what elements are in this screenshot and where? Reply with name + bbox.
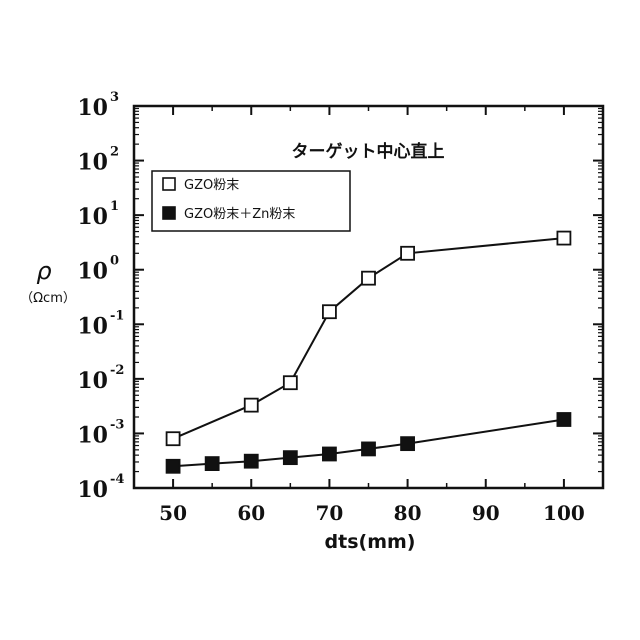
- x-tick-label: 70: [315, 501, 343, 525]
- y-tick-label: 10: [77, 204, 108, 230]
- y-tick-label: 10: [77, 150, 108, 176]
- y-tick-exponent: -4: [110, 472, 124, 487]
- legend: GZO粉末 GZO粉末＋Zn粉末: [152, 171, 350, 231]
- data-point-open: [557, 232, 570, 245]
- y-tick-exponent: -3: [110, 417, 124, 432]
- y-tick-exponent: -1: [110, 308, 124, 323]
- data-point-open: [323, 305, 336, 318]
- x-tick-label: 80: [394, 501, 422, 525]
- x-tick-label: 60: [237, 501, 265, 525]
- data-point-filled: [557, 413, 570, 426]
- legend-box: [152, 171, 350, 231]
- legend-marker-open-square: [163, 178, 175, 190]
- y-tick-label: 10: [77, 259, 108, 285]
- data-point-filled: [206, 457, 219, 470]
- x-tick-label: 90: [472, 501, 500, 525]
- y-tick-label: 10: [77, 95, 108, 121]
- chart-annotation: ターゲット中心直上: [292, 141, 445, 162]
- y-tick-exponent: 3: [110, 90, 119, 105]
- data-point-open: [362, 272, 375, 285]
- legend-label-gzo-zn: GZO粉末＋Zn粉末: [184, 207, 295, 222]
- y-tick-label: 10: [77, 477, 108, 503]
- data-point-open: [284, 376, 297, 389]
- y-axis-unit: （Ωcm）: [20, 291, 76, 306]
- y-tick-exponent: -2: [110, 363, 124, 378]
- x-tick-label: 100: [543, 501, 585, 525]
- x-axis-title: dts(mm): [325, 531, 416, 553]
- x-tick-label: 50: [159, 501, 187, 525]
- data-point-filled: [401, 437, 414, 450]
- legend-marker-filled-square: [163, 207, 175, 219]
- data-point-filled: [245, 455, 258, 468]
- data-point-filled: [362, 442, 375, 455]
- legend-label-gzo: GZO粉末: [184, 178, 239, 193]
- y-tick-label: 10: [77, 368, 108, 394]
- y-tick-exponent: 2: [110, 145, 119, 160]
- y-tick-label: 10: [77, 422, 108, 448]
- data-point-filled: [284, 451, 297, 464]
- y-tick-exponent: 1: [110, 199, 119, 214]
- y-tick-label: 10: [77, 313, 108, 339]
- data-point-filled: [167, 460, 180, 473]
- y-tick-exponent: 0: [110, 254, 119, 269]
- data-point-open: [245, 399, 258, 412]
- data-point-open: [401, 247, 414, 260]
- data-point-filled: [323, 447, 336, 460]
- data-point-open: [167, 432, 180, 445]
- y-axis-symbol: ρ: [36, 257, 51, 285]
